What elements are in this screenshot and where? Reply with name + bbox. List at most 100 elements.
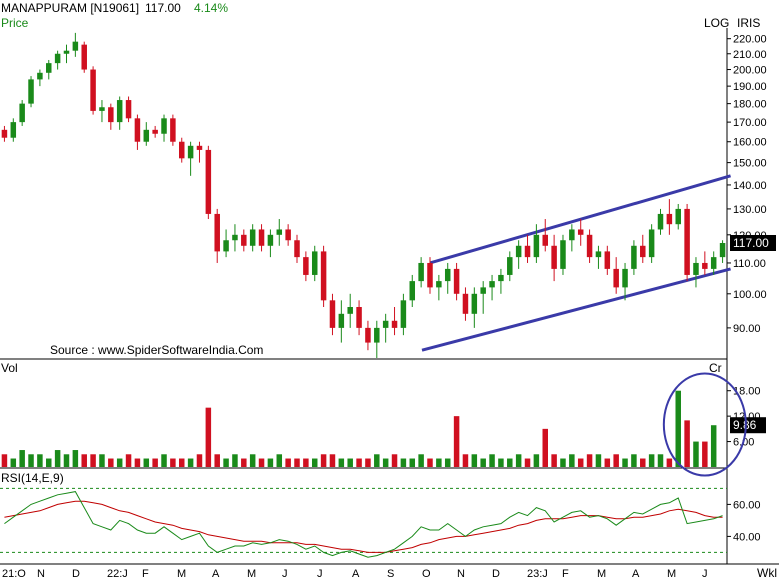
volume-bar [622, 458, 628, 467]
candle-body [382, 320, 389, 328]
volume-bar [640, 458, 646, 467]
candle-body [196, 145, 203, 150]
volume-bar [648, 454, 655, 467]
volume-bar [524, 458, 531, 467]
candle-body [134, 118, 141, 142]
price-tick-label: 190.00 [733, 81, 767, 93]
candle-body [232, 234, 238, 241]
volume-bar [99, 454, 105, 467]
log-label[interactable]: LOG [704, 16, 730, 30]
header-symbol: MANAPPURAM [N19061] [1, 1, 140, 15]
rsi-tick-label: 40.00 [733, 531, 761, 543]
price-tick-label: 220.00 [733, 34, 767, 46]
candle-body [498, 274, 504, 282]
volume-bar [249, 454, 256, 467]
candle-body [648, 229, 655, 258]
last-price-badge [730, 234, 776, 251]
price-tick-label: 210.00 [733, 49, 767, 61]
price-tick-label: 100.00 [733, 289, 767, 301]
candle-body [702, 262, 708, 269]
volume-bar [294, 458, 300, 467]
iris-label[interactable]: IRIS [737, 16, 761, 30]
volume-bar [436, 458, 442, 467]
volume-bar [462, 454, 469, 467]
volume-bar [329, 454, 336, 467]
candle-body [285, 229, 291, 241]
volume-bar [542, 428, 548, 467]
price-tick-label: 180.00 [733, 99, 767, 111]
volume-bar [303, 458, 309, 467]
volume-bar [471, 454, 478, 467]
candle-body [444, 268, 451, 282]
candle-body [577, 229, 584, 235]
price-tick-label: 90.00 [733, 323, 761, 335]
volume-bar [214, 454, 220, 467]
x-tick-label: A [212, 568, 220, 580]
volume-bar [631, 454, 637, 467]
volume-bar [179, 458, 185, 467]
header-change: 4.14% [194, 1, 229, 15]
volume-bar [515, 454, 522, 467]
volume-bar [365, 458, 371, 467]
volume-bar [489, 454, 495, 467]
candle-body [276, 229, 283, 235]
candle-body [90, 69, 96, 111]
candle-body [631, 245, 637, 269]
price-label: Price [1, 16, 29, 30]
volume-bar [241, 458, 247, 467]
volume-bar [391, 454, 398, 467]
price-tick-label: 140.00 [733, 180, 767, 192]
volume-tick-label: 18.00 [733, 386, 761, 398]
candle-body [515, 245, 522, 258]
volume-bar [444, 458, 451, 467]
volume-bar [143, 458, 150, 467]
x-tick-label: J [702, 568, 708, 580]
candle-body [108, 107, 114, 123]
price-tick-label: 130.00 [733, 204, 767, 216]
candle-body [46, 63, 52, 73]
candle-body [294, 240, 300, 258]
candle-body [719, 242, 726, 258]
volume-bar [693, 441, 699, 467]
price-tick-label: 200.00 [733, 65, 767, 77]
candle-body [161, 118, 167, 134]
volume-bar [577, 458, 584, 467]
candle-body [54, 53, 61, 64]
volume-highlight-ellipse [662, 372, 747, 477]
x-tick-label: M [247, 568, 256, 580]
candle-body [542, 234, 548, 246]
x-tick-label: S [387, 568, 394, 580]
volume-bar [311, 458, 318, 467]
volume-bar [196, 454, 203, 467]
candle-body [409, 281, 416, 301]
volume-bar [657, 454, 664, 467]
volume-bar [1, 454, 8, 467]
candle-body [710, 257, 717, 269]
volume-bar [560, 458, 566, 467]
candle-body [462, 293, 469, 314]
candle-body [329, 300, 336, 328]
candle-body [205, 149, 212, 214]
candle-body [418, 262, 424, 282]
volume-bar [258, 458, 265, 467]
candle-body [214, 213, 220, 252]
volume-bar [116, 458, 123, 467]
volume-bar [223, 458, 229, 467]
volume-bar [702, 441, 708, 467]
candle-body [99, 107, 105, 111]
candle-body [551, 245, 557, 269]
volume-bars [1, 390, 717, 467]
candle-body [391, 320, 398, 328]
volume-bar [418, 454, 424, 467]
volume-bar [551, 454, 557, 467]
candle-body [303, 257, 309, 275]
volume-bar [134, 458, 141, 467]
candle-body [471, 293, 478, 314]
volume-bar [267, 458, 274, 467]
candle-body [604, 251, 611, 269]
last-price-text: 117.00 [733, 236, 769, 250]
volume-bar [604, 458, 611, 467]
volume-bar [409, 458, 416, 467]
volume-bar [28, 454, 34, 467]
